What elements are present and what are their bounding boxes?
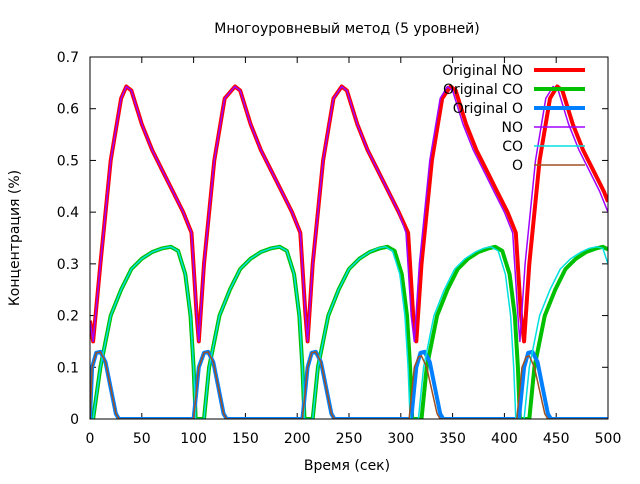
y-tick-label: 0.4 [57,205,79,221]
series-line-o [90,351,608,419]
legend-label-original-o: Original O [453,101,523,117]
y-tick-label: 0.6 [57,102,79,118]
y-tick-label: 0.5 [57,153,79,169]
chart-title: Многоуровневый метод (5 уровней) [214,21,480,37]
axis-ticks: 0 50 100 150 200 250 300 350 400 450 500 0 0.1 0.2 0.3… [57,50,622,447]
legend-label-o: O [512,158,523,174]
x-tick-label: 400 [491,431,518,447]
x-tick-label: 0 [86,431,95,447]
x-tick-label: 150 [232,431,259,447]
legend-label-no: NO [502,120,524,136]
x-tick-label: 50 [133,431,151,447]
legend: Original NO Original CO Original O NO CO O [442,63,585,174]
x-tick-label: 300 [387,431,414,447]
series-line-no [90,85,608,343]
legend-label-original-no: Original NO [442,63,523,79]
x-tick-label: 200 [284,431,311,447]
y-tick-label: 0.7 [57,50,79,66]
y-tick-label: 0.2 [57,309,79,325]
x-tick-label: 500 [595,431,622,447]
y-tick-label: 0 [70,412,79,428]
y-axis-label: Концентрация (%) [7,170,23,306]
x-axis-label: Время (сек) [304,458,390,474]
x-tick-label: 450 [543,431,570,447]
legend-label-original-co: Original CO [443,82,523,98]
legend-label-co: CO [502,139,523,155]
y-tick-label: 0.3 [57,257,79,273]
y-tick-label: 0.1 [57,360,79,376]
x-tick-label: 250 [336,431,363,447]
x-tick-label: 350 [439,431,466,447]
x-tick-label: 100 [180,431,207,447]
series-group [90,84,608,419]
plot-frame [89,56,609,420]
series-line-co [90,246,608,419]
